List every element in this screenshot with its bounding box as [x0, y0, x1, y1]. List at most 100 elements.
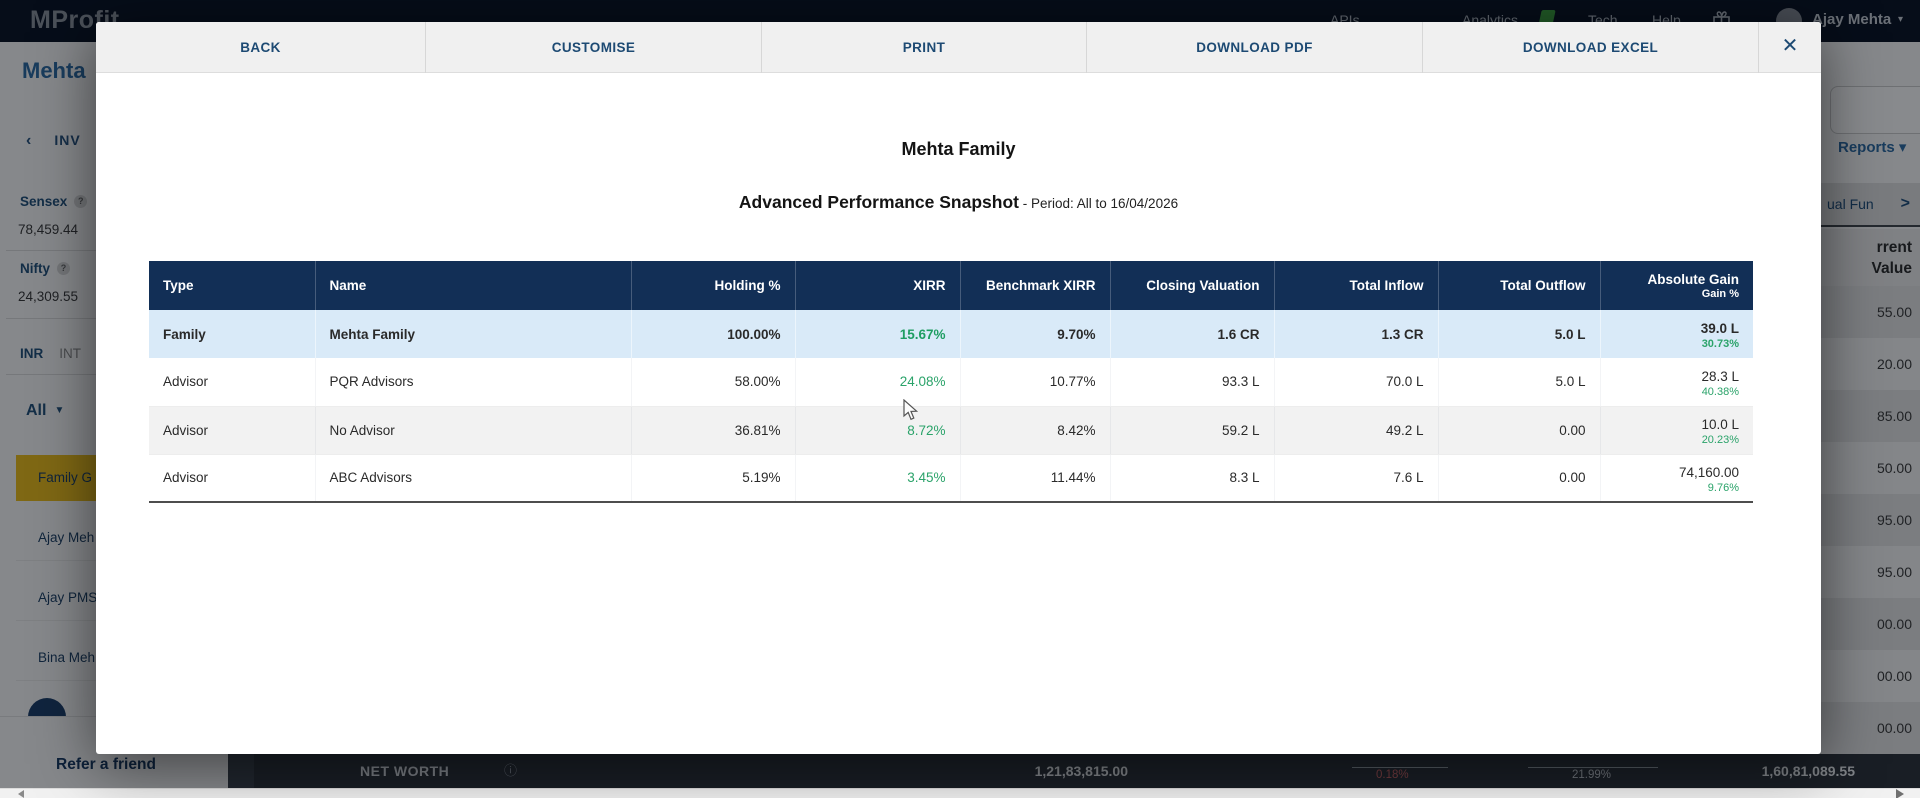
absolute-gain-value: 74,160.00	[1678, 464, 1739, 480]
absolute-gain-value: 10.0 L	[1701, 417, 1739, 432]
total-gain-percent[interactable]: 21.99%	[1572, 769, 1612, 781]
cell-name: ABC Advisors	[314, 454, 631, 502]
cell-absolute-gain: 74,160.00 9.76%	[1599, 454, 1753, 502]
refer-a-friend-label[interactable]: Refer a friend	[56, 756, 156, 773]
divider	[6, 318, 166, 319]
user-menu[interactable]: Ajay Mehta	[1812, 11, 1892, 28]
gain-percent-value: 9.76%	[1707, 481, 1739, 494]
portfolio-filter-dropdown[interactable]: All ▼	[26, 402, 65, 419]
cell-absolute-gain: 39.0 L 30.73%	[1599, 310, 1753, 358]
cell-total_inflow: 49.2 L	[1273, 406, 1438, 455]
cell-xirr: 24.08%	[794, 358, 960, 407]
cell-xirr: 15.67%	[794, 310, 960, 358]
close-icon[interactable]: ✕	[1781, 35, 1799, 57]
nifty-label: Nifty?	[20, 261, 70, 276]
net-worth-bar: NET WORTH ⓘ 1,21,83,815.00 0.18% 21.99% …	[228, 754, 1920, 788]
current-value-cell: 95.00	[1814, 494, 1920, 546]
cell-total_outflow: 5.0 L	[1437, 358, 1600, 407]
cell-type: Advisor	[149, 406, 315, 455]
net-worth-current-value: 1,60,81,089.55	[1761, 763, 1855, 779]
report-modal: BACK CUSTOMISE PRINT DOWNLOAD PDF DOWNLOAD E…	[96, 22, 1821, 754]
current-value-cell: 50.00	[1814, 442, 1920, 494]
chevron-right-icon[interactable]: >	[1900, 195, 1910, 212]
tab-mutual-funds[interactable]: ual Fun >	[1814, 183, 1920, 227]
user-caret-icon[interactable]: ▾	[1898, 14, 1904, 25]
divider	[1528, 767, 1658, 768]
cell-total_outflow: 5.0 L	[1437, 310, 1600, 358]
current-value-cell: 00.00	[1814, 598, 1920, 650]
table-header-row: Type Name Holding % XIRR Benchmark XIRR Closi…	[149, 261, 1753, 310]
current-value-column-header: rrent Value	[1814, 229, 1920, 286]
cell-name: Mehta Family	[314, 310, 631, 358]
chevron-down-icon: ▾	[1898, 139, 1907, 156]
column-header-total-outflow: Total Outflow	[1437, 261, 1600, 310]
report-toolbar: BACK CUSTOMISE PRINT DOWNLOAD PDF DOWNLOAD E…	[96, 22, 1821, 73]
sidebar-back-tab[interactable]: ‹ INV	[26, 132, 81, 150]
cell-closing_valuation: 1.6 CR	[1109, 310, 1274, 358]
back-tab-label: INV	[54, 132, 81, 148]
days-gain-percent[interactable]: 0.18%	[1376, 769, 1409, 781]
help-icon[interactable]: ?	[57, 262, 70, 275]
toolbar-buttons: BACK CUSTOMISE PRINT DOWNLOAD PDF DOWNLOAD E…	[96, 22, 1759, 73]
divider	[1352, 767, 1448, 768]
cell-total_inflow: 1.3 CR	[1273, 310, 1438, 358]
column-header-absolute-gain: Absolute Gain Gain %	[1599, 261, 1753, 310]
absolute-gain-value: 39.0 L	[1700, 321, 1739, 336]
cell-closing_valuation: 93.3 L	[1109, 358, 1274, 407]
mouse-cursor	[903, 399, 919, 421]
current-value-cell: 20.00	[1814, 338, 1920, 390]
column-header-holding-: Holding %	[630, 261, 795, 310]
report-family-title: Mehta Family	[901, 139, 1016, 159]
chevron-left-icon[interactable]: ‹	[26, 132, 33, 149]
table-row-pqr-advisors: Advisor PQR Advisors 58.00% 24.08% 10.77% 93.…	[149, 358, 1753, 407]
currency-tabs: INR INT	[20, 346, 81, 361]
table-row-mehta-family: Family Mehta Family 100.00% 15.67% 9.70% 1.6 …	[149, 310, 1753, 358]
current-value-cell: 00.00	[1814, 702, 1920, 754]
back-button[interactable]: BACK	[96, 22, 426, 73]
gain-percent-value: 40.38%	[1701, 385, 1739, 398]
cell-benchmark_xirr: 9.70%	[959, 310, 1110, 358]
net-worth-label: NET WORTH	[360, 763, 450, 779]
info-icon[interactable]: ⓘ	[504, 763, 518, 778]
column-subheader-gain-pct: Gain %	[1701, 287, 1739, 300]
print-button[interactable]: PRINT	[762, 22, 1087, 73]
divider	[6, 250, 166, 251]
cell-closing_valuation: 8.3 L	[1109, 454, 1274, 502]
cell-holding: 36.81%	[630, 406, 795, 455]
page-title: Mehta	[22, 58, 86, 83]
current-value-column: 55.00 20.00 85.00 50.00 95.00 95.00 00.00 00.00…	[1814, 286, 1920, 754]
download-pdf-button[interactable]: DOWNLOAD PDF	[1087, 22, 1423, 73]
scroll-left-icon[interactable]	[18, 790, 24, 798]
cell-absolute-gain: 28.3 L 40.38%	[1599, 358, 1753, 407]
gain-percent-value: 30.73%	[1701, 338, 1739, 350]
cell-xirr: 3.45%	[794, 454, 960, 502]
current-value-cell: 55.00	[1814, 286, 1920, 338]
column-header-xirr: XIRR	[794, 261, 960, 310]
reports-dropdown[interactable]: Reports ▾	[1838, 139, 1907, 156]
download-excel-button[interactable]: DOWNLOAD EXCEL	[1423, 22, 1759, 73]
search-input[interactable]	[1830, 86, 1920, 134]
cell-closing_valuation: 59.2 L	[1109, 406, 1274, 455]
nifty-value: 24,309.55	[18, 289, 79, 304]
cell-total_outflow: 0.00	[1437, 406, 1600, 455]
divider	[6, 374, 166, 375]
tab-intl[interactable]: INT	[59, 346, 81, 361]
cell-type: Advisor	[149, 358, 315, 407]
tab-inr[interactable]: INR	[20, 346, 44, 361]
performance-table: Type Name Holding % XIRR Benchmark XIRR Closi…	[149, 261, 1753, 503]
horizontal-scrollbar[interactable]	[0, 788, 1920, 798]
scroll-right-icon[interactable]	[1896, 789, 1904, 798]
report-name: Advanced Performance Snapshot	[738, 192, 1019, 212]
table-row-abc-advisors: Advisor ABC Advisors 5.19% 3.45% 11.44% 8.3 L…	[149, 454, 1753, 502]
gain-percent-value: 20.23%	[1701, 434, 1739, 446]
chevron-down-icon: ▼	[54, 405, 65, 416]
net-worth-accent	[228, 754, 254, 788]
customise-button[interactable]: CUSTOMISE	[426, 22, 762, 73]
column-header-label: Absolute Gain	[1647, 271, 1739, 287]
column-header-name: Name	[314, 261, 631, 310]
help-icon[interactable]: ?	[74, 195, 88, 208]
cell-total_inflow: 7.6 L	[1273, 454, 1438, 502]
column-header-closing-valuation: Closing Valuation	[1109, 261, 1274, 310]
sensex-label: Sensex?	[20, 194, 88, 209]
